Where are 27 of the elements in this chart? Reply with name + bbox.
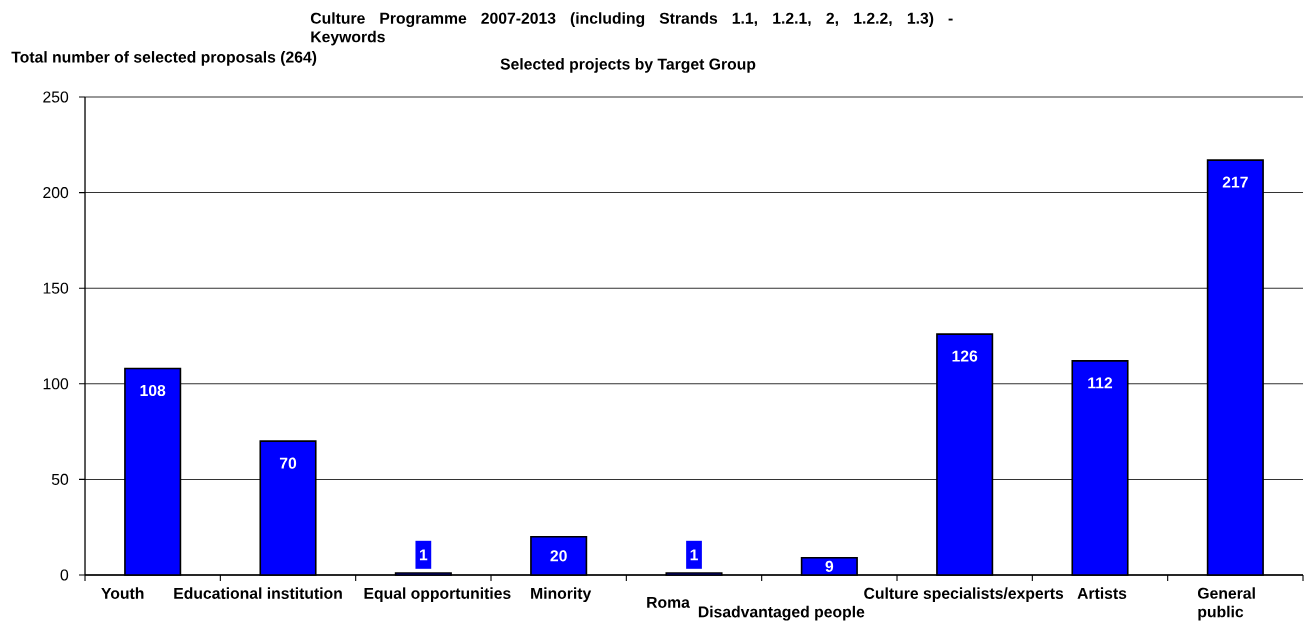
text: Total number of selected proposals (264) [11, 51, 317, 66]
x-tick-label: General public [1197, 587, 1255, 621]
x-tick-label: Disadvantaged people [698, 605, 865, 621]
x-tick-label: Youth [101, 587, 144, 599]
y-tick-label: 250 [43, 91, 69, 103]
x-tick-label: Roma [647, 596, 690, 608]
chart-subtitle: Selected projects by Target Group [500, 58, 756, 73]
data-label: 20 [550, 550, 567, 562]
data-label: 1 [690, 549, 698, 561]
data-label: 108 [140, 384, 166, 397]
data-label: 70 [279, 457, 297, 469]
y-tick-label: 150 [43, 282, 69, 294]
x-tick-label: Educational institution [174, 587, 342, 599]
chart-title: Culture Programme 2007-2013 (including Strands 1.1, 1.2.1, 2, 1.2.2, 1.3) - Keywords [310, 12, 953, 46]
data-label: 1 [419, 549, 428, 561]
x-tick-label: Culture specialists/experts [864, 587, 1064, 603]
y-tick-label: 50 [51, 473, 69, 485]
y-tick-label: 100 [43, 378, 69, 390]
data-label: 126 [952, 350, 978, 362]
x-tick-label: Artists [1077, 587, 1127, 599]
x-tick-label: Minority [531, 587, 592, 603]
data-label: 9 [825, 560, 834, 572]
data-label: 217 [1222, 176, 1248, 188]
y-tick-label: 0 [60, 569, 69, 581]
data-label: 112 [1088, 377, 1113, 389]
x-tick-label: Equal opportunities [364, 587, 511, 603]
y-tick-label: 200 [43, 187, 69, 199]
